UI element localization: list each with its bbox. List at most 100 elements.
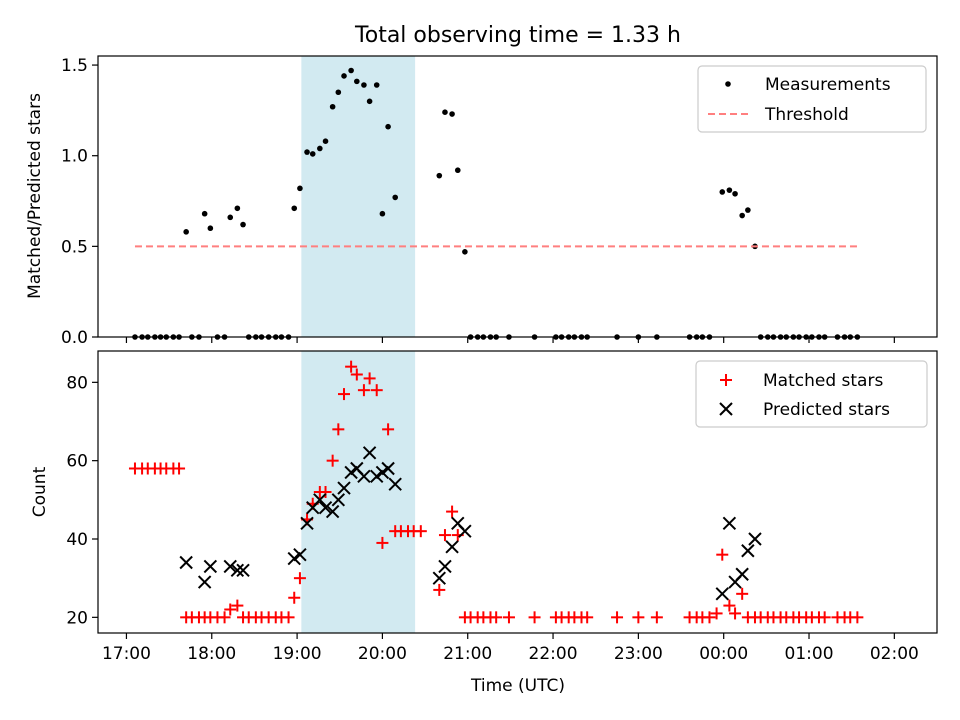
top-plot-frame — [97, 55, 938, 338]
matched-star-point — [446, 505, 459, 518]
measurement-point — [348, 67, 354, 74]
measurement-point — [354, 78, 360, 85]
legend-threshold-label: Threshold — [764, 105, 849, 125]
predicted-star-point — [388, 477, 402, 491]
measurement-point — [449, 111, 455, 117]
matched-star-point — [357, 384, 370, 397]
top-y-tick-label: 1.0 — [61, 147, 88, 167]
top-y-tick-label: 1.5 — [61, 56, 88, 76]
bottom-panel: 20 40 60 80 17:00 18:00 19:00 20:00 21:00 22:00 2… — [30, 350, 938, 696]
predicted-star-point — [223, 559, 237, 574]
matched-star-point — [433, 583, 446, 596]
matched-star-point — [350, 368, 363, 381]
bottom-y-tick-label: 20 — [66, 608, 88, 628]
matched-star-point — [502, 611, 515, 624]
measurement-point — [726, 187, 733, 193]
predicted-star-point — [715, 587, 729, 601]
measurement-point — [234, 205, 241, 212]
measurement-point — [297, 185, 303, 192]
measurement-point — [739, 212, 745, 219]
top-x-ticks — [125, 337, 895, 343]
predicted-star-point — [325, 504, 340, 519]
predicted-star-point — [197, 575, 212, 589]
measurement-point — [361, 82, 367, 88]
predicted-star-point — [344, 465, 358, 480]
bottom-plot-frame — [97, 350, 938, 634]
matched-star-point — [363, 372, 376, 385]
legend-measurements-marker — [725, 81, 731, 87]
predicted-star-point — [357, 469, 371, 484]
matched-star-point — [851, 611, 864, 624]
predicted-star-point — [458, 524, 472, 538]
top-y-axis-label: Matched/Predicted stars — [25, 93, 45, 299]
bottom-y-ticks: 20 40 60 80 — [66, 373, 98, 628]
bottom-y-tick-label: 80 — [66, 373, 88, 393]
measurement-point — [329, 103, 336, 110]
measurement-point — [745, 207, 751, 213]
legend-measurements-label: Measurements — [765, 75, 891, 95]
legend-matched-marker — [720, 374, 732, 386]
matched-star-point — [611, 611, 624, 624]
matched-star-point — [490, 611, 503, 624]
predicted-star-point — [318, 500, 333, 515]
measurement-point — [385, 123, 391, 130]
matched-star-point — [729, 607, 742, 620]
measurement-point — [392, 194, 399, 201]
predicted-star-point — [236, 563, 250, 578]
measurement-point — [341, 73, 347, 79]
bottom-x-tick-label: 19:00 — [273, 644, 322, 664]
matched-star-point — [319, 486, 332, 498]
matched-star-point — [288, 591, 301, 604]
top-marks — [132, 67, 861, 340]
predicted-star-point — [203, 559, 218, 574]
measurement-point — [436, 172, 443, 179]
measurement-point — [462, 248, 468, 255]
measurement-point — [719, 189, 726, 195]
top-y-tick-label: 0.5 — [61, 237, 88, 257]
matched-star-point — [818, 611, 831, 624]
matched-star-point — [293, 572, 306, 585]
measurement-point — [442, 109, 448, 115]
bottom-x-axis-label: Time (UTC) — [470, 676, 565, 696]
matched-star-point — [345, 360, 358, 373]
matched-star-point — [382, 423, 395, 436]
bottom-x-tick-label: 17:00 — [102, 644, 151, 664]
predicted-star-point — [300, 516, 314, 531]
predicted-star-point — [179, 555, 193, 570]
bottom-x-tick-label: 02:00 — [870, 644, 919, 664]
bottom-x-tick-label: 18:00 — [187, 644, 236, 664]
predicted-star-point — [370, 469, 384, 484]
measurement-point — [309, 151, 316, 157]
bottom-x-ticks: 17:00 18:00 19:00 20:00 21:00 22:00 23:00 00:00… — [102, 633, 919, 664]
matched-star-point — [581, 611, 594, 624]
predicted-star-point — [287, 551, 301, 566]
measurement-point — [291, 205, 298, 212]
measurement-point — [335, 89, 342, 96]
bottom-y-tick-label: 40 — [66, 530, 88, 550]
bottom-y-axis-label: Count — [30, 466, 50, 517]
top-legend: Measurements Threshold — [697, 65, 927, 133]
measurement-point — [373, 82, 380, 88]
bottom-x-tick-label: 21:00 — [443, 644, 492, 664]
top-y-tick-label: 0.0 — [61, 328, 88, 348]
predicted-star-point — [375, 465, 390, 480]
predicted-star-point — [445, 540, 459, 554]
bottom-x-tick-label: 22:00 — [529, 644, 578, 664]
top-panel: 0.0 0.5 1.0 1.5 Matched/Predicted stars Mea… — [25, 55, 938, 348]
predicted-star-point — [362, 446, 377, 460]
measurement-point — [201, 210, 208, 217]
matched-star-point — [414, 525, 427, 538]
measurement-point — [304, 149, 310, 155]
predicted-star-point — [230, 563, 245, 578]
matched-star-point — [632, 611, 645, 624]
predicted-star-point — [438, 559, 452, 574]
matched-star-point — [173, 462, 186, 475]
predicted-star-point — [741, 544, 755, 558]
measurement-point — [207, 225, 214, 232]
top-shaded-span — [301, 56, 416, 337]
measurement-point — [183, 229, 189, 235]
matched-star-point — [723, 599, 736, 612]
measurement-point — [732, 190, 738, 197]
bottom-y-tick-label: 60 — [66, 452, 88, 472]
